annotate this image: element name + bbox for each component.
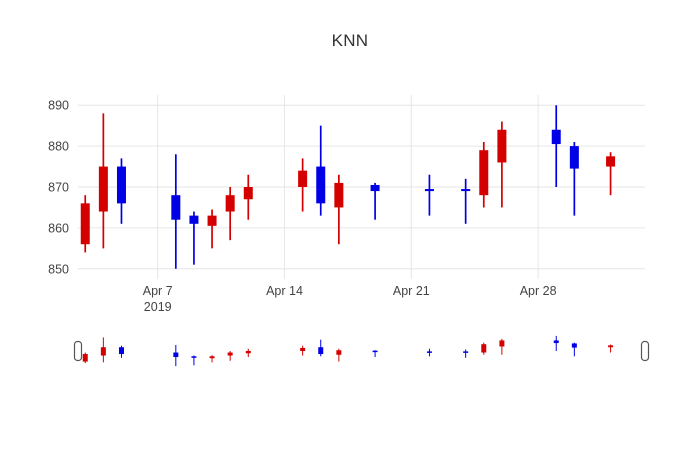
candlestick[interactable] [481, 342, 487, 355]
candlestick[interactable] [571, 342, 577, 357]
x-tick-sublabel: 2019 [144, 300, 172, 314]
candlestick[interactable] [316, 125, 326, 216]
x-axis-tick-labels: Apr 7 2019 Apr 14 Apr 21 Apr 28 [143, 284, 557, 314]
candlestick[interactable] [334, 174, 344, 245]
y-tick-label: 890 [48, 99, 69, 113]
candlestick[interactable] [424, 174, 434, 216]
candlestick[interactable] [298, 158, 308, 212]
candlestick[interactable] [207, 209, 217, 249]
range-slider-candles [82, 335, 614, 367]
candlestick[interactable] [370, 182, 380, 220]
candlestick[interactable] [227, 351, 233, 361]
y-tick-label: 870 [48, 181, 69, 195]
candlestick[interactable] [191, 355, 197, 366]
range-slider-handle-right[interactable] [640, 340, 650, 362]
candlestick[interactable] [463, 349, 469, 358]
candlestick[interactable] [318, 339, 324, 357]
candlestick[interactable] [553, 335, 559, 351]
candlestick[interactable] [608, 344, 614, 353]
candlestick[interactable] [100, 337, 106, 363]
candlestick[interactable] [461, 178, 471, 224]
candlestick[interactable] [82, 352, 88, 364]
candlestick[interactable] [300, 345, 306, 356]
candlestick[interactable] [426, 348, 432, 357]
x-tick-label: Apr 21 [393, 284, 430, 298]
candlestick[interactable] [189, 211, 199, 265]
candlestick[interactable] [80, 195, 90, 253]
candlestick[interactable] [245, 348, 251, 358]
candlestick[interactable] [118, 345, 124, 358]
candlestick[interactable] [497, 121, 507, 208]
main-candles[interactable] [80, 105, 616, 269]
candlestick[interactable] [225, 187, 235, 241]
x-tick-label: Apr 14 [266, 284, 303, 298]
candlestick[interactable] [243, 174, 253, 220]
x-tick-label: Apr 28 [520, 284, 557, 298]
candlestick[interactable] [171, 154, 181, 269]
candlestick[interactable] [372, 350, 378, 358]
candlestick[interactable] [499, 338, 505, 355]
y-tick-label: 860 [48, 221, 69, 235]
gridlines [78, 95, 645, 279]
range-slider-handle-left[interactable] [73, 340, 83, 362]
y-axis-tick-labels: 850 860 870 880 890 [48, 99, 69, 277]
candlestick[interactable] [209, 355, 215, 363]
candlestick[interactable] [551, 105, 561, 187]
candlestick[interactable] [336, 348, 342, 362]
y-tick-label: 880 [48, 140, 69, 154]
candlestick[interactable] [606, 152, 616, 196]
candlestick[interactable] [173, 344, 179, 367]
candlestick[interactable] [98, 113, 108, 249]
chart-title: KNN [331, 31, 369, 50]
range-slider[interactable] [73, 335, 650, 367]
x-tick-label: Apr 7 [143, 284, 173, 298]
candlestick[interactable] [569, 142, 579, 216]
candlestick[interactable] [116, 158, 126, 224]
y-tick-label: 850 [48, 262, 69, 276]
candlestick[interactable] [479, 142, 489, 208]
